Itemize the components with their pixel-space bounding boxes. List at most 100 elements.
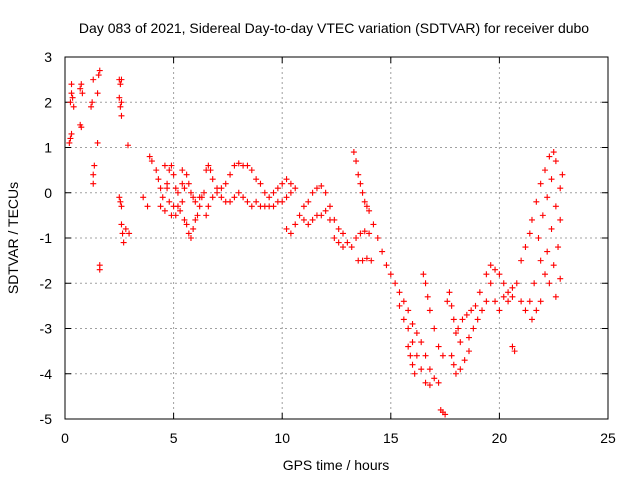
data-point xyxy=(550,262,557,269)
data-point xyxy=(418,366,425,373)
data-point xyxy=(140,194,147,201)
data-point xyxy=(548,176,555,183)
data-point xyxy=(353,235,360,241)
data-point xyxy=(444,298,451,305)
data-point xyxy=(557,216,564,223)
data-point xyxy=(452,370,459,377)
data-point xyxy=(537,257,544,264)
data-point xyxy=(542,271,549,278)
data-point xyxy=(120,239,127,246)
data-point xyxy=(383,262,390,269)
data-point xyxy=(168,162,175,169)
data-point xyxy=(500,280,507,287)
data-point xyxy=(166,198,173,205)
data-point xyxy=(248,203,255,210)
data-point xyxy=(192,198,199,205)
data-point xyxy=(90,76,97,83)
data-point xyxy=(274,185,281,192)
data-point xyxy=(214,189,221,196)
data-point xyxy=(344,239,351,246)
y-axis-label: SDTVAR / TECUs xyxy=(5,182,21,294)
data-point xyxy=(172,212,179,219)
data-point xyxy=(361,198,368,205)
data-point xyxy=(487,280,494,287)
data-point xyxy=(522,307,529,314)
data-point xyxy=(426,366,433,373)
data-point xyxy=(222,180,229,187)
data-point xyxy=(442,411,449,418)
data-point xyxy=(539,212,546,219)
data-point xyxy=(300,216,307,223)
data-point xyxy=(196,194,203,201)
data-point xyxy=(509,343,516,350)
data-point xyxy=(353,158,360,165)
data-point xyxy=(117,81,124,88)
data-point xyxy=(203,212,210,219)
data-point xyxy=(409,320,416,327)
data-point xyxy=(313,185,320,192)
data-point xyxy=(90,171,97,178)
data-point xyxy=(355,171,362,178)
data-point xyxy=(557,185,564,192)
data-point xyxy=(426,307,433,314)
data-point xyxy=(207,167,214,174)
data-point xyxy=(552,158,559,165)
data-point xyxy=(472,302,479,309)
data-point xyxy=(187,235,194,241)
data-point xyxy=(190,225,197,232)
data-point xyxy=(196,203,203,210)
data-point xyxy=(418,339,425,346)
data-point xyxy=(548,225,555,232)
data-point xyxy=(159,194,166,201)
data-point xyxy=(253,198,260,205)
data-point xyxy=(292,185,299,192)
data-point xyxy=(363,203,370,210)
data-point xyxy=(326,203,333,210)
data-point xyxy=(231,162,238,169)
chart-title: Day 083 of 2021, Sidereal Day-to-day VTE… xyxy=(79,20,589,36)
data-point xyxy=(174,189,181,196)
data-point xyxy=(474,316,481,323)
data-point xyxy=(235,189,242,196)
data-point xyxy=(209,194,216,201)
data-point xyxy=(194,212,201,219)
y-tick-label: -5 xyxy=(40,411,53,427)
data-point xyxy=(179,180,186,187)
data-point xyxy=(322,189,329,196)
data-point xyxy=(318,212,325,219)
data-point xyxy=(400,298,407,305)
data-point xyxy=(248,167,255,174)
data-point xyxy=(533,198,540,205)
data-points xyxy=(66,67,566,418)
data-point xyxy=(283,176,290,183)
x-tick-label: 20 xyxy=(492,430,508,446)
data-point xyxy=(359,257,366,264)
data-point xyxy=(144,203,151,210)
data-point xyxy=(185,180,192,187)
data-point xyxy=(537,180,544,187)
x-tick-label: 5 xyxy=(170,430,178,446)
data-point xyxy=(79,90,86,97)
y-tick-label: 0 xyxy=(44,185,52,201)
y-tick-label: -2 xyxy=(40,275,53,291)
data-point xyxy=(177,207,184,214)
data-point xyxy=(66,139,73,146)
x-tick-label: 15 xyxy=(383,430,399,446)
y-tick-label: -4 xyxy=(40,366,53,382)
data-point xyxy=(185,230,192,237)
data-point xyxy=(483,271,490,278)
data-point xyxy=(326,216,333,223)
data-point xyxy=(279,180,286,187)
data-point xyxy=(331,235,338,241)
data-point xyxy=(455,325,462,332)
data-point xyxy=(420,271,427,278)
data-point xyxy=(94,139,101,146)
data-point xyxy=(300,203,307,210)
data-point xyxy=(205,162,212,169)
data-point xyxy=(261,189,268,196)
data-point xyxy=(209,176,216,183)
data-point xyxy=(463,311,470,318)
data-point xyxy=(148,158,155,165)
data-point xyxy=(340,244,347,251)
data-point xyxy=(500,293,507,300)
